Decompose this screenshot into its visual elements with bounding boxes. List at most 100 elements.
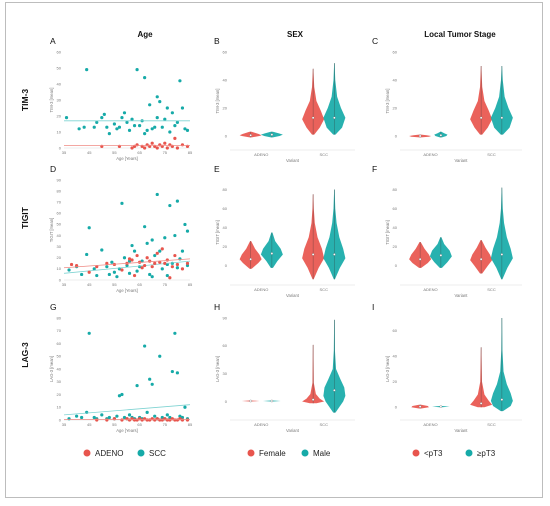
panel-e-violin-group — [239, 241, 262, 269]
panel-f-violin-median — [418, 257, 422, 261]
panel-b: B 0 20 40 60 TIM-3 [mean] Variant ADENO SCC — [214, 36, 355, 163]
row-label-tigit: TIGIT — [20, 206, 30, 229]
panel-a-point — [143, 132, 147, 136]
panel-b-category-label: ADENO — [254, 152, 268, 157]
panel-a-ytick: 50 — [57, 65, 62, 70]
panel-d-point — [145, 241, 149, 245]
panel-g-ytick: 30 — [57, 379, 62, 384]
panel-b-ytick: 20 — [223, 105, 228, 110]
panel-f-ytick: 40 — [393, 225, 398, 230]
panel-g-ytick: 80 — [57, 315, 62, 320]
panel-h-ytick: 30 — [223, 371, 228, 376]
panel-c-violin-median — [439, 134, 443, 137]
panel-b-letter: B — [214, 36, 220, 46]
panel-d-point — [130, 243, 134, 248]
legend-label-lt-pt3: <pT3 — [424, 449, 443, 458]
panel-i-violin-group — [470, 347, 493, 408]
panel-d-point — [107, 272, 111, 277]
panel-d-point — [160, 247, 164, 251]
panel-a-xtick: 85 — [188, 150, 193, 155]
panel-h-violin-median — [333, 389, 336, 392]
panel-d-point — [105, 261, 109, 265]
panel-c-violin-group — [434, 131, 448, 138]
panel-a-point — [175, 146, 179, 150]
panel-i-violin-group — [490, 318, 513, 412]
panel-a-point — [135, 68, 139, 72]
panel-g-point — [150, 382, 154, 386]
panel-d-point — [122, 256, 127, 260]
panel-g-point — [107, 415, 111, 420]
panel-f: F 0 20 40 60 80 TIGIT [mean] Variant ADENO SCC — [372, 164, 522, 298]
panel-g-point — [180, 415, 185, 420]
panel-d-point — [185, 261, 190, 265]
panel-d-point — [127, 257, 132, 261]
panel-h-violin-median — [270, 399, 274, 403]
panel-g-point — [145, 410, 149, 414]
panel-f-category-label: ADENO — [423, 287, 437, 292]
panel-e-violin-group — [260, 232, 283, 268]
panel-g-point — [100, 413, 104, 417]
panel-d-point — [170, 265, 174, 269]
panel-d-ytick: 10 — [57, 266, 62, 271]
panel-d-xtick: 65 — [137, 282, 142, 287]
panel-d-point — [175, 266, 179, 270]
panel-e-violin-group — [302, 194, 325, 280]
column-header-sex: SEX — [287, 30, 304, 39]
panel-c: C 0 20 40 60 TIM-3 [mean] Variant ADENO SCC — [372, 36, 522, 163]
panel-a-ytick: 20 — [57, 113, 62, 118]
panel-g-point — [170, 369, 174, 374]
panel-a-point — [148, 103, 152, 107]
panel-a-point — [165, 106, 169, 110]
panel-a-point — [185, 128, 190, 132]
panel-d-point — [173, 233, 177, 238]
panel-d-ytick: 0 — [59, 277, 62, 282]
panel-g-point — [168, 415, 172, 420]
panel-b-ytick: 0 — [225, 133, 228, 138]
panel-i-violin-median — [418, 405, 422, 408]
panel-g-letter: G — [50, 302, 57, 312]
panel-g-point — [122, 415, 127, 420]
panel-a-point — [143, 146, 147, 150]
panel-a-point — [163, 141, 167, 145]
panel-e-violin-median — [333, 253, 336, 256]
panel-d-point — [180, 267, 185, 271]
panel-a-point — [105, 125, 109, 129]
panel-a-point — [173, 124, 177, 128]
panel-h-violin-group — [241, 399, 260, 403]
panel-d-point — [115, 275, 119, 279]
panel-g-ytick: 10 — [57, 405, 62, 410]
panel-d-ytick: 70 — [57, 200, 62, 205]
panel-d-point — [127, 259, 132, 263]
panel-i-ylabel: LAG-3 [mean] — [385, 356, 390, 382]
panel-c-violin-group — [490, 66, 513, 135]
panel-a-letter: A — [50, 36, 56, 46]
panel-d-point — [168, 276, 172, 280]
panel-d-point — [183, 222, 187, 227]
row-label-tim3: TIM-3 — [20, 89, 30, 111]
panel-d-ytick: 30 — [57, 244, 62, 249]
panel-b-violin-group — [323, 63, 346, 135]
panel-b-violin-group — [302, 68, 325, 135]
panel-i-ytick: 0 — [395, 405, 398, 410]
panel-a-point — [77, 127, 81, 131]
panel-h: H 0 30 60 90 LAG-3 [mean] Variant ADENO SCC — [214, 302, 355, 433]
panel-a-point — [158, 100, 162, 104]
panel-a-xtick: 75 — [163, 150, 168, 155]
panel-h-violin-group — [323, 319, 346, 413]
panel-a-xtick: 55 — [112, 150, 117, 155]
panel-g-point — [153, 414, 157, 418]
legend-label-ge-pt3: ≥pT3 — [477, 449, 496, 458]
panel-f-ytick: 80 — [393, 187, 398, 192]
panel-g-point — [175, 371, 179, 375]
panel-d-xlabel: Age [Years] — [116, 288, 138, 293]
panel-d-point — [163, 236, 167, 240]
panel-c-xlabel: Variant — [455, 158, 469, 163]
panel-f-violin-group — [490, 187, 513, 280]
panel-d-point — [163, 261, 167, 265]
panel-d-ytick: 80 — [57, 188, 62, 193]
panel-g-xtick: 55 — [112, 422, 117, 427]
panel-c-ytick: 40 — [393, 77, 398, 82]
panel-i-ytick: 20 — [393, 379, 398, 384]
